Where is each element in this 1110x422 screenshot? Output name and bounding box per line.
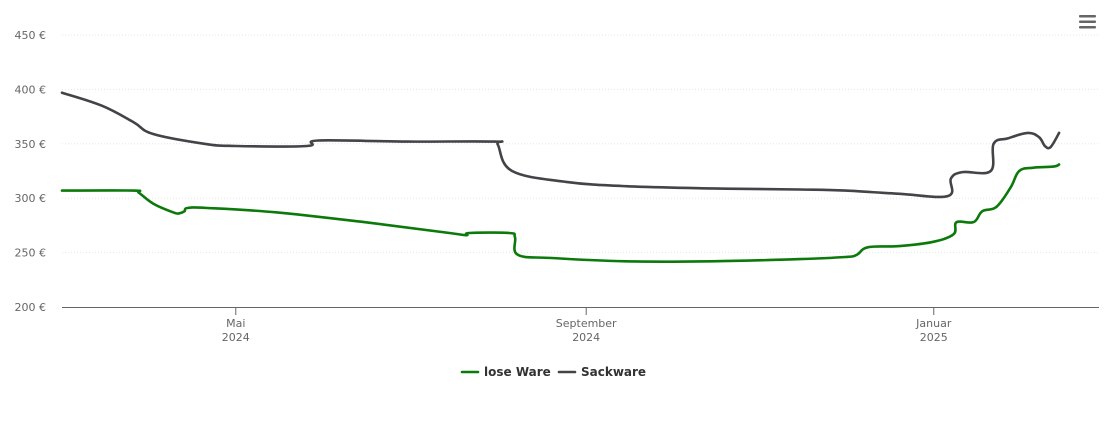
legend-label: lose Ware	[484, 365, 551, 379]
series-lines	[60, 91, 1061, 263]
y-tick-label: 250 €	[15, 247, 47, 260]
legend-item-lose-ware[interactable]: lose Ware	[460, 365, 551, 379]
x-tick-label-month: Januar	[915, 317, 952, 330]
legend-item-sackware[interactable]: Sackware	[557, 365, 646, 379]
y-axis: 200 € 250 € 300 € 350 € 400 € 450 €	[15, 29, 47, 314]
y-tick-label: 450 €	[15, 29, 47, 42]
x-tick-label-year: 2025	[920, 331, 948, 344]
chart-menu-button[interactable]	[1079, 15, 1096, 29]
series-line-lose-ware[interactable]	[60, 163, 1061, 263]
x-tick-label-year: 2024	[222, 331, 250, 344]
y-tick-label: 400 €	[15, 83, 47, 96]
y-tick-label: 300 €	[15, 192, 47, 205]
legend: lose Ware Sackware	[460, 365, 646, 379]
y-tick-label: 200 €	[15, 301, 47, 314]
x-tick-label-year: 2024	[572, 331, 600, 344]
legend-label: Sackware	[581, 365, 646, 379]
x-tick-label-month: Mai	[226, 317, 245, 330]
x-tick-label-month: September	[556, 317, 617, 330]
y-tick-label: 350 €	[15, 138, 47, 151]
series-line-sackware[interactable]	[60, 91, 1061, 199]
grid-lines	[62, 34, 1099, 254]
hamburger-menu-icon	[1079, 15, 1096, 29]
